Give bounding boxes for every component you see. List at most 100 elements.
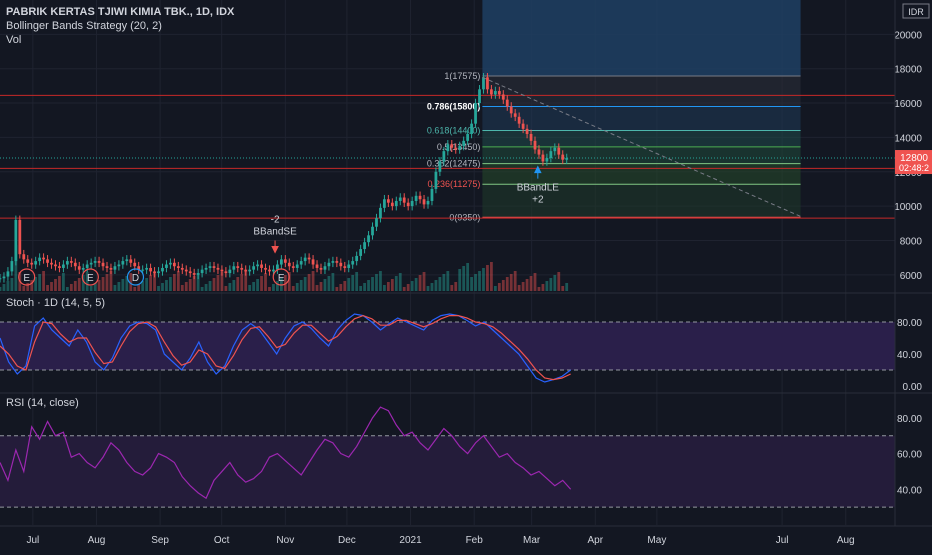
candle-body	[390, 202, 394, 207]
volume-bar	[386, 282, 390, 291]
candle-body	[295, 264, 299, 268]
candle-body	[188, 271, 192, 274]
candle-body	[414, 195, 418, 201]
volume-bar	[141, 281, 145, 291]
candle-body	[359, 249, 363, 256]
volume-bar	[347, 278, 351, 291]
volume-bar	[327, 276, 331, 291]
x-tick-label: Jul	[776, 535, 789, 546]
volume-bar	[557, 272, 561, 291]
volume-bar	[180, 285, 184, 291]
volume-bar	[165, 280, 168, 291]
candle-body	[402, 197, 406, 203]
x-tick-label: May	[647, 535, 666, 546]
trendline	[482, 76, 801, 217]
candle-body	[54, 264, 57, 267]
y-tick-label: 10000	[894, 202, 922, 213]
candle-body	[335, 261, 339, 263]
candle-body	[470, 123, 473, 134]
volume-bar	[331, 273, 335, 291]
volume-bar	[367, 280, 370, 291]
volume-bar	[426, 286, 430, 291]
price-tag-bg	[895, 150, 932, 175]
rsi-pane[interactable]	[0, 406, 895, 508]
stochastic-pane[interactable]	[0, 313, 895, 383]
candle-body	[121, 261, 125, 265]
volume-bar	[216, 275, 220, 291]
volume-bar	[109, 271, 113, 291]
candle-body	[343, 266, 347, 268]
candle-body	[446, 144, 450, 152]
candle-body	[327, 262, 331, 267]
volume-bar	[38, 274, 42, 291]
candle-body	[236, 266, 240, 268]
fib-label: 1(17575)	[444, 71, 480, 81]
volume-bar	[442, 274, 446, 291]
volume-bar	[252, 282, 256, 291]
candle-body	[133, 262, 137, 267]
volume-bar	[410, 281, 414, 291]
y-tick-label: 80.00	[897, 318, 922, 329]
candle-body	[196, 273, 200, 275]
candle-body	[161, 267, 164, 272]
candle-body	[474, 103, 477, 124]
y-tick-label: 18000	[894, 65, 922, 76]
volume-bar	[196, 273, 200, 291]
volume-bar	[85, 272, 89, 291]
volume-bar	[486, 265, 489, 291]
candle-body	[394, 200, 398, 207]
x-tick-label: Sep	[151, 535, 169, 546]
volume-bar	[62, 273, 65, 291]
candle-body	[307, 257, 311, 260]
volume-bar	[0, 287, 2, 291]
x-tick-label: Oct	[214, 535, 230, 546]
volume-bar	[478, 271, 481, 291]
volume-bar	[236, 277, 240, 291]
candle-body	[291, 266, 295, 268]
candle-body	[22, 254, 26, 260]
candle-body	[525, 128, 529, 134]
candle-body	[462, 140, 466, 146]
volume-bar	[470, 277, 473, 291]
volume-label[interactable]: Vol	[6, 34, 22, 46]
volume-bar	[359, 286, 363, 291]
volume-bar	[438, 277, 442, 291]
volume-bar	[157, 286, 160, 291]
candle-body	[149, 267, 152, 272]
candle-body	[93, 261, 97, 263]
volume-bar	[351, 275, 355, 291]
volume-bar	[117, 282, 121, 291]
candle-body	[303, 257, 307, 262]
y-tick-label: 60.00	[897, 450, 922, 461]
price-pane[interactable]: 1(17575)0.786(15800)0.618(14400)0.5(1345…	[0, 0, 895, 291]
volume-bar	[375, 274, 378, 291]
candle-body	[501, 94, 505, 100]
rsi-title[interactable]: RSI (14, close)	[6, 397, 79, 409]
strategy-label[interactable]: Bollinger Bands Strategy (20, 2)	[6, 20, 162, 32]
candle-body	[220, 269, 224, 272]
volume-bar	[355, 272, 359, 291]
event-marker	[18, 268, 36, 286]
volume-bar	[93, 283, 97, 291]
x-tick-label: Aug	[837, 535, 855, 546]
candle-body	[232, 266, 236, 270]
volume-bar	[402, 287, 406, 291]
candle-body	[406, 202, 410, 207]
candle-body	[18, 219, 22, 255]
volume-bar	[169, 277, 172, 291]
symbol-title[interactable]: PABRIK KERTAS TJIWI KIMIA TBK., 1D, IDX	[6, 6, 235, 18]
y-tick-label: 14000	[894, 133, 922, 144]
volume-bar	[311, 271, 315, 291]
fib-zone	[482, 106, 801, 131]
volume-bar	[46, 285, 49, 291]
candle-body	[42, 257, 45, 260]
stoch-title[interactable]: Stoch · 1D (14, 5, 5)	[6, 297, 106, 309]
candle-body	[458, 146, 462, 150]
candle-body	[30, 262, 34, 265]
candle-body	[549, 151, 553, 159]
candle-body	[375, 218, 378, 227]
volume-bar	[77, 278, 81, 291]
fib-zone	[482, 130, 801, 147]
